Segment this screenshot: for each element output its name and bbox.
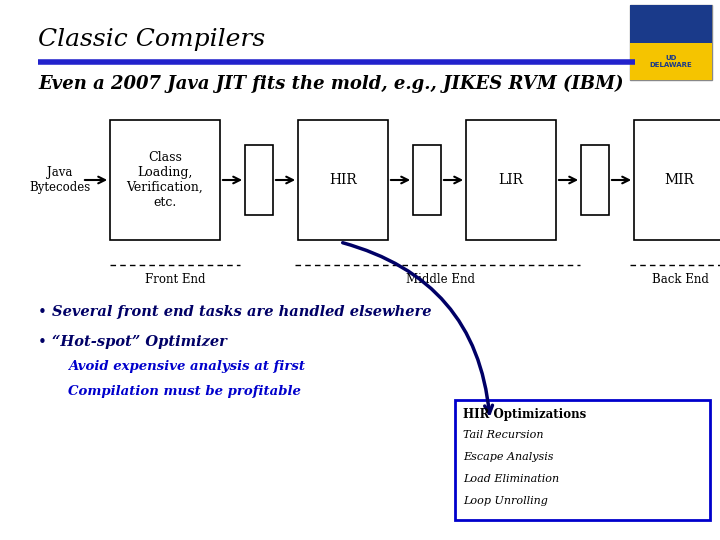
FancyBboxPatch shape — [630, 43, 712, 80]
Text: •: • — [38, 335, 47, 350]
Text: HIR Optimizations: HIR Optimizations — [463, 408, 586, 421]
Text: •: • — [38, 305, 47, 320]
Text: HIR: HIR — [329, 173, 357, 187]
Text: Classic Compilers: Classic Compilers — [38, 28, 265, 51]
Bar — [466, 120, 556, 240]
Text: Loop Unrolling: Loop Unrolling — [463, 496, 548, 506]
Bar — [110, 120, 220, 240]
FancyBboxPatch shape — [630, 5, 712, 43]
Text: “Hot-spot” Optimizer: “Hot-spot” Optimizer — [52, 335, 227, 349]
Text: Back End: Back End — [652, 273, 708, 286]
Text: Load Elimination: Load Elimination — [463, 474, 559, 484]
Bar — [298, 120, 388, 240]
Bar — [634, 120, 720, 240]
Text: MIR: MIR — [664, 173, 694, 187]
Text: Middle End: Middle End — [405, 273, 474, 286]
Text: Several front end tasks are handled elsewhere: Several front end tasks are handled else… — [52, 305, 431, 319]
FancyBboxPatch shape — [630, 5, 712, 80]
Text: Avoid expensive analysis at first: Avoid expensive analysis at first — [68, 360, 305, 373]
Bar — [455, 400, 710, 520]
Text: LIR: LIR — [498, 173, 523, 187]
Bar — [581, 145, 609, 215]
Bar — [245, 145, 273, 215]
Text: UD
DELAWARE: UD DELAWARE — [649, 55, 693, 68]
Text: Tail Recursion: Tail Recursion — [463, 430, 544, 440]
Text: Class
Loading,
Verification,
etc.: Class Loading, Verification, etc. — [127, 151, 203, 209]
Text: Escape Analysis: Escape Analysis — [463, 452, 554, 462]
Bar — [413, 145, 441, 215]
Text: Even a 2007 Java JIT fits the mold, e.g., JIKES RVM (IBM): Even a 2007 Java JIT fits the mold, e.g.… — [38, 75, 624, 93]
Text: Compilation must be profitable: Compilation must be profitable — [68, 385, 301, 398]
Text: Java
Bytecodes: Java Bytecodes — [30, 166, 91, 194]
Text: Front End: Front End — [145, 273, 205, 286]
